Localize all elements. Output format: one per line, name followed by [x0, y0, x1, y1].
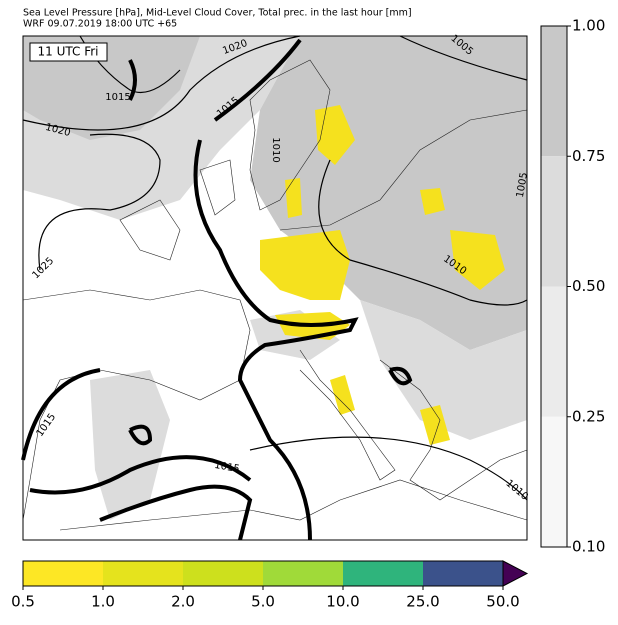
time-label-box [29, 42, 108, 62]
precip-tick-label: 2.0 [171, 593, 195, 611]
cloud-color-band [541, 26, 567, 157]
cloud-color-band [541, 416, 567, 547]
isobar-label: 1015 [213, 460, 240, 475]
title-line1: Sea Level Pressure [hPa], Mid-Level Clou… [23, 8, 412, 19]
isobar-label: 1015 [105, 92, 130, 103]
precip-color-band [423, 561, 503, 586]
map-frame [22, 35, 528, 541]
cloud-tick-label: 0.50 [572, 277, 605, 295]
cloud-tick-label: 0.75 [572, 147, 605, 165]
precip-color-band [343, 561, 423, 586]
precip-color-band [183, 561, 263, 586]
precip-colorbar: 0.5 1.0 2.0 5.0 10.0 25.0 50.0 [11, 560, 529, 611]
title-line2: WRF 09.07.2019 18:00 UTC +65 [23, 19, 177, 30]
precip-tick-label: 0.5 [11, 593, 35, 611]
cloud-tick-label: 0.25 [572, 407, 605, 425]
cloud-colorbar: 1.00 0.75 0.50 0.25 0.10 [540, 17, 605, 556]
cloud-tick-label: 1.00 [572, 17, 605, 35]
precip-color-band [263, 561, 343, 586]
time-label: 11 UTC Fri [38, 45, 99, 59]
precip-tick-label: 10.0 [326, 593, 359, 611]
precip-extend [502, 560, 529, 587]
cloud-tick-label: 0.10 [572, 538, 605, 556]
precip-tick-label: 5.0 [251, 593, 275, 611]
precip-color-band [23, 561, 103, 586]
precip-tick-label: 1.0 [91, 593, 115, 611]
map: 1020 1015 1015 1020 1010 1005 1005 1025 … [21, 33, 530, 541]
precipitation [260, 105, 505, 445]
isobar-label: 1005 [515, 172, 530, 199]
cloud-color-band [541, 156, 567, 287]
isobars [21, 35, 528, 541]
cloud-color-band [541, 286, 567, 417]
precip-tick-label: 25.0 [406, 593, 439, 611]
precip-color-band [103, 561, 183, 586]
isobar-label: 1010 [270, 137, 281, 162]
precip-tick-label: 50.0 [486, 593, 519, 611]
